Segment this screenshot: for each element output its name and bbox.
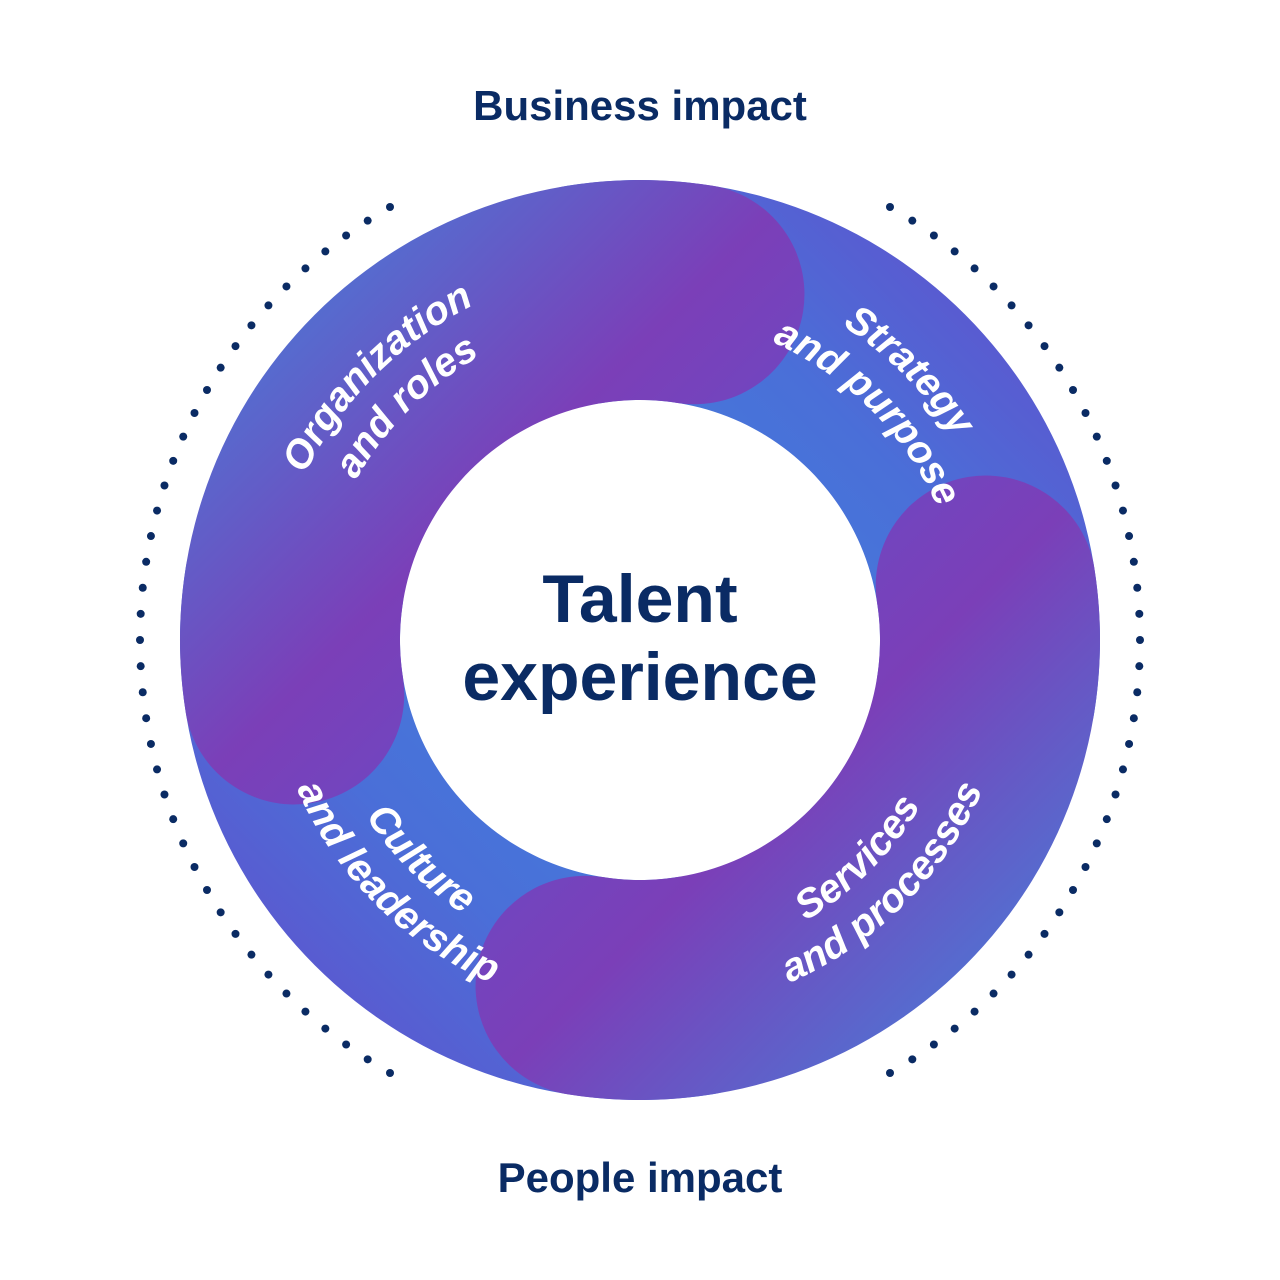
diagram-svg: Business impact People impact Talent exp… xyxy=(90,65,1190,1215)
outer-label-top: Business impact xyxy=(473,82,807,129)
outer-label-bottom: People impact xyxy=(498,1154,783,1201)
talent-diagram: Business impact People impact Talent exp… xyxy=(90,65,1190,1215)
center-text-line1: Talent xyxy=(542,561,737,637)
center-text-line2: experience xyxy=(462,639,817,715)
